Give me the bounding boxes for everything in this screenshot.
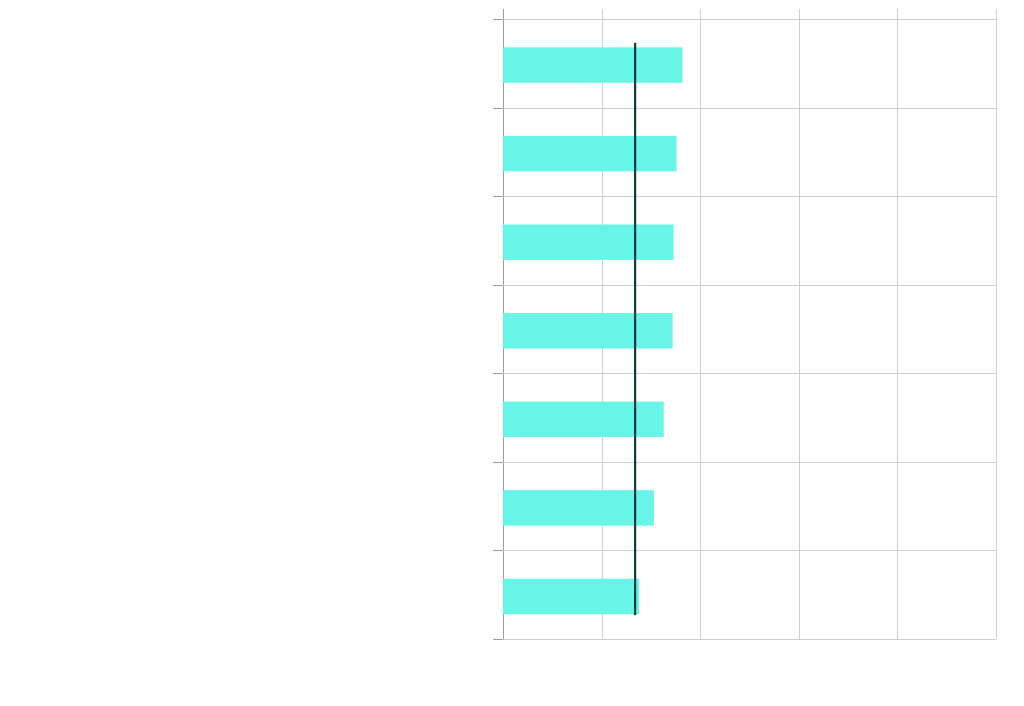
bar [503,578,640,615]
bar [503,224,674,260]
bar [503,313,673,349]
bar [503,47,683,83]
bar [503,135,677,172]
axis-layer [493,19,503,640]
bar [503,490,654,526]
bar [503,401,664,438]
grid-layer [503,9,997,640]
bar-layer [503,47,683,615]
